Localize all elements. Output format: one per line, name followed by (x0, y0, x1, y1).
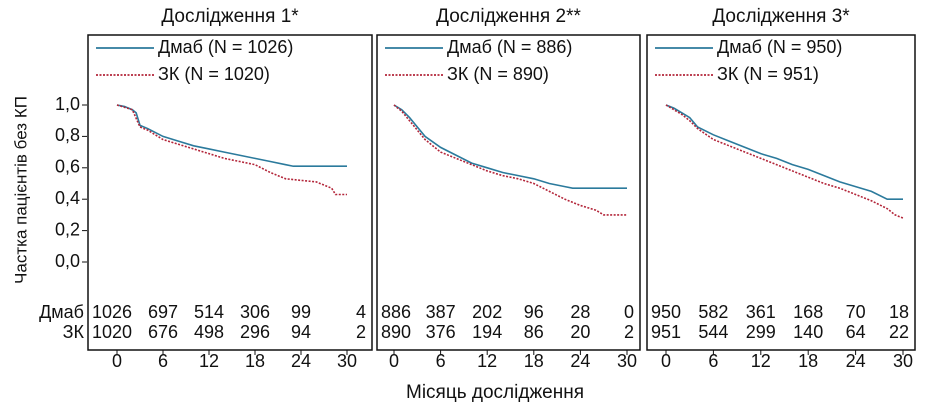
x-tick-label: 18 (245, 351, 265, 371)
legend-label: Дмаб (N = 886) (447, 37, 572, 57)
at-risk-value: 544 (698, 322, 728, 342)
at-risk-value: 498 (194, 322, 224, 342)
at-risk-value: 64 (846, 322, 866, 342)
at-risk-value: 697 (148, 302, 178, 322)
legend-label: ЗК (N = 951) (717, 64, 819, 84)
x-tick-label: 30 (337, 351, 357, 371)
legend-label: Дмаб (N = 950) (717, 37, 842, 57)
y-axis-label: Частка пацієнтів без КП (11, 96, 30, 284)
at-risk-value: 86 (524, 322, 544, 342)
y-tick-label: 0,8 (55, 125, 80, 145)
y-tick-label: 1,0 (55, 94, 80, 114)
at-risk-value: 0 (624, 302, 634, 322)
legend-label: Дмаб (N = 1026) (158, 37, 293, 57)
x-tick-label: 0 (661, 351, 671, 371)
at-risk-value: 387 (426, 302, 456, 322)
survival-curve (665, 104, 904, 219)
risk-row-label: ЗК (63, 322, 85, 342)
at-risk-value: 886 (381, 302, 411, 322)
survival-curve (393, 104, 627, 190)
panel-title: Дослідження 1* (161, 6, 299, 27)
at-risk-value: 582 (698, 302, 728, 322)
at-risk-value: 306 (240, 302, 270, 322)
at-risk-value: 96 (524, 302, 544, 322)
survival-curve (116, 104, 347, 168)
legend-label: ЗК (N = 1020) (158, 64, 270, 84)
at-risk-value: 514 (194, 302, 224, 322)
x-axis-label: Місяць дослідження (406, 382, 584, 403)
at-risk-value: 950 (651, 302, 681, 322)
x-tick-label: 12 (199, 351, 219, 371)
at-risk-value: 2 (356, 322, 366, 342)
at-risk-value: 890 (381, 322, 411, 342)
x-tick-label: 24 (291, 351, 311, 371)
x-tick-label: 30 (617, 351, 637, 371)
at-risk-value: 140 (793, 322, 823, 342)
panel-title: Дослідження 2** (436, 6, 581, 27)
x-tick-label: 0 (112, 351, 122, 371)
y-tick-label: 0,6 (55, 157, 80, 177)
x-tick-label: 30 (893, 351, 913, 371)
x-tick-label: 6 (436, 351, 446, 371)
panel-frame (646, 34, 916, 351)
x-tick-label: 24 (846, 351, 866, 371)
x-tick-label: 18 (524, 351, 544, 371)
at-risk-value: 70 (846, 302, 866, 322)
x-tick-label: 12 (477, 351, 497, 371)
at-risk-value: 22 (889, 322, 909, 342)
at-risk-value: 951 (651, 322, 681, 342)
y-tick-label: 0,4 (55, 188, 80, 208)
survival-curve (665, 104, 903, 200)
at-risk-value: 299 (746, 322, 776, 342)
at-risk-value: 361 (746, 302, 776, 322)
at-risk-value: 202 (472, 302, 502, 322)
at-risk-value: 94 (291, 322, 311, 342)
at-risk-value: 1020 (92, 322, 132, 342)
survival-curve (116, 104, 347, 196)
legend-label: ЗК (N = 890) (447, 64, 549, 84)
y-tick-label: 0,0 (55, 251, 80, 271)
x-tick-label: 12 (751, 351, 771, 371)
y-tick-label: 0,2 (55, 219, 80, 239)
survival-curve (393, 104, 627, 216)
at-risk-value: 18 (889, 302, 909, 322)
x-tick-label: 24 (570, 351, 590, 371)
at-risk-value: 4 (356, 302, 366, 322)
at-risk-value: 296 (240, 322, 270, 342)
panel-frame (376, 34, 641, 351)
at-risk-value: 99 (291, 302, 311, 322)
panel-title: Дослідження 3* (712, 6, 850, 27)
at-risk-value: 676 (148, 322, 178, 342)
at-risk-value: 376 (426, 322, 456, 342)
at-risk-value: 20 (570, 322, 590, 342)
at-risk-value: 2 (624, 322, 634, 342)
at-risk-value: 194 (472, 322, 502, 342)
risk-row-label: Дмаб (39, 302, 84, 322)
x-tick-label: 18 (798, 351, 818, 371)
at-risk-value: 28 (570, 302, 590, 322)
at-risk-value: 168 (793, 302, 823, 322)
at-risk-value: 1026 (92, 302, 132, 322)
x-tick-label: 6 (708, 351, 718, 371)
x-tick-label: 6 (158, 351, 168, 371)
x-tick-label: 0 (389, 351, 399, 371)
panel-frame (87, 34, 373, 351)
